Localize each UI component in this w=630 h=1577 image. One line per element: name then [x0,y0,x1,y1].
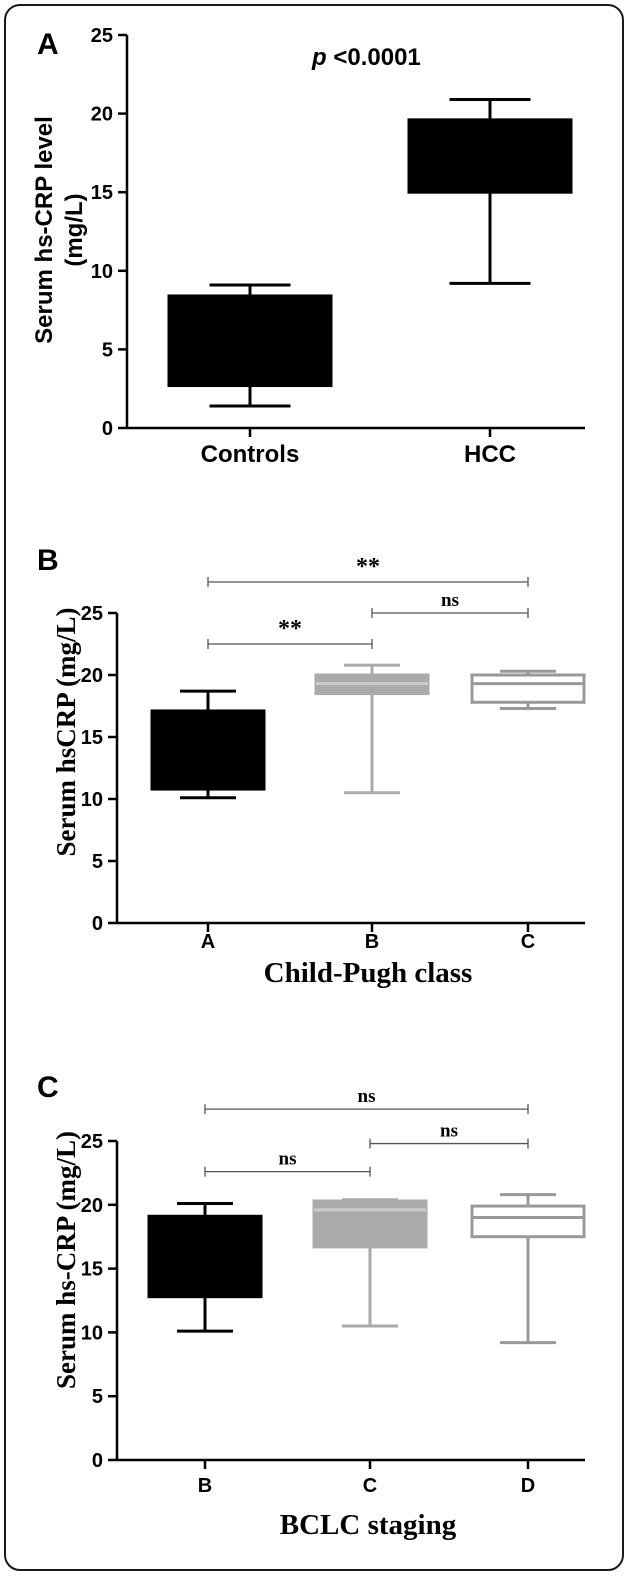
p-threshold: <0.0001 [327,44,421,71]
panel-b-letter: B [37,544,59,577]
panel-c-box-2 [470,1193,586,1345]
panel-c-ytick-label: 10 [81,1322,103,1344]
box-iqr [470,673,586,704]
panel-b-ylabel: Serum hsCRP (mg/L) [51,608,81,857]
panel-c-chart: C Serum hs-CRP (mg/L) BCLC staging 0 5 10 1… [37,1071,586,1541]
box-iqr [470,1204,586,1239]
panel-b-xlabel: Child-Pugh class [264,957,473,989]
box-iqr [407,118,573,194]
panel-b-category-label: A [201,931,215,953]
panel-b-ytick-label: 25 [81,603,103,625]
panel-a-ytick-label: 0 [102,418,113,440]
panel-a-ytick-label: 10 [91,261,113,283]
panel-c-category-label: D [521,1475,535,1497]
box-iqr [312,1199,428,1249]
p-symbol: p [311,44,327,71]
panel-a-ylabel-line2: (mg/L) [61,193,88,266]
panel-a-category-label: Controls [201,441,300,468]
panel-c-comparison-0: ns [204,1086,529,1115]
panel-a-chart: A Serum hs-CRP level (mg/L) p <0.0001 0 5… [31,25,585,468]
panel-a-category-label: HCC [464,441,516,468]
panel-c-ylabel: Serum hs-CRP (mg/L) [51,1131,81,1389]
panel-a-ytick-label: 25 [91,25,113,47]
panel-b-box-2 [470,669,586,710]
significance-label: ** [356,554,380,580]
panel-a-box-1 [407,97,573,285]
panel-b-ytick-label: 5 [92,851,103,873]
significance-label: ns [441,590,459,611]
panel-c-xlabel: BCLC staging [280,1509,457,1541]
panel-c-ytick-label: 0 [92,1450,103,1472]
significance-label: ns [358,1086,376,1107]
panel-c-ytick-label: 5 [92,1386,103,1408]
panel-c-category-label: C [363,1475,377,1497]
panel-b-ytick-label: 15 [81,727,103,749]
panel-c-box-0 [147,1202,263,1333]
panel-b-category-label: C [521,931,535,953]
panel-b-comparison-1: ns [371,590,529,618]
panel-b-category-label: B [365,931,379,953]
panel-a-ytick-label: 20 [91,104,113,126]
panel-c-ytick-label: 15 [81,1259,103,1281]
panel-b-box-1 [314,663,430,795]
panel-c-ytick-label: 25 [81,1131,103,1153]
panel-c-comparison-1: ns [369,1121,529,1149]
panel-a-letter: A [37,28,59,61]
panel-b-chart: B Serum hsCRP (mg/L) Child-Pugh class 0 5… [37,544,586,989]
panel-b-comparison-2: ** [207,616,373,649]
panel-c-comparison-2: ns [204,1149,371,1177]
panel-a-p-value: p <0.0001 [311,44,421,71]
panel-b-box-0 [150,689,266,800]
panel-a-box-0 [167,283,333,408]
panel-b-ytick-label: 0 [92,913,103,935]
panel-c-letter: C [37,1071,59,1104]
significance-label: ** [278,616,302,642]
panel-b-comparison-0: ** [207,554,529,587]
panel-b-ytick-label: 10 [81,789,103,811]
panel-b-ytick-label: 20 [81,665,103,687]
box-iqr [150,709,266,791]
panel-c-box-1 [312,1198,428,1328]
panel-a-ytick-label: 15 [91,182,113,204]
panel-a-ytick-label: 5 [102,339,113,361]
significance-label: ns [279,1149,297,1170]
panel-c-ytick-label: 20 [81,1195,103,1217]
figure-frame [4,4,624,1571]
panel-a-ylabel-line1: Serum hs-CRP level [31,116,58,344]
panel-c-category-label: B [198,1475,212,1497]
significance-label: ns [440,1121,458,1142]
